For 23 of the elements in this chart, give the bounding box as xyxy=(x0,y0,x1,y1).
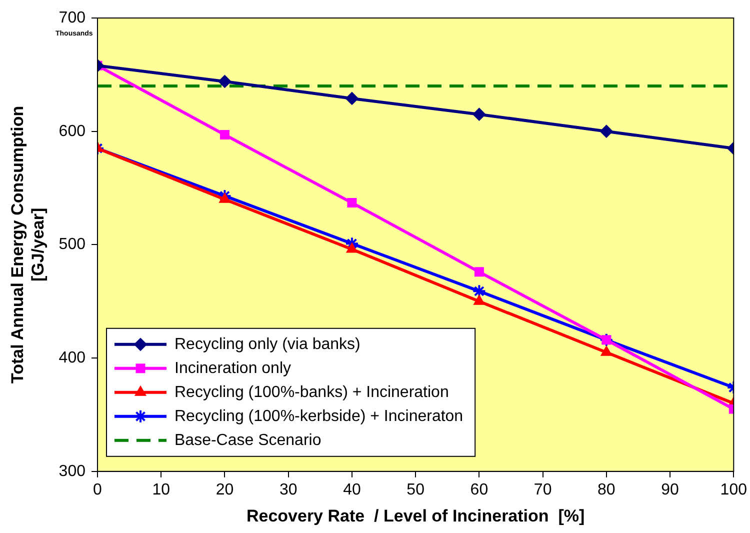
x-tick-label: 0 xyxy=(93,481,102,498)
legend-label: Base-Case Scenario xyxy=(174,432,322,449)
x-tick-label: 100 xyxy=(720,481,748,498)
y-tick-label: 400 xyxy=(58,349,86,366)
x-tick-label: 80 xyxy=(598,481,616,498)
y-tick-label: 300 xyxy=(58,462,86,480)
legend-label: Recycling (100%-kerbside) + Incineraton xyxy=(174,408,464,425)
x-tick-label: 10 xyxy=(152,481,170,498)
x-tick-label: 30 xyxy=(279,481,298,498)
x-tick-label: 60 xyxy=(470,481,488,498)
x-tick-label: 20 xyxy=(216,481,234,498)
legend-label: Incineration only xyxy=(174,360,292,377)
y-axis-title: Total Annual Energy Consumption [GJ/year] xyxy=(8,106,48,384)
y-tick-label: 700 xyxy=(58,9,86,26)
legend-label: Recycling only (via banks) xyxy=(174,336,360,353)
y-tick-label: 600 xyxy=(58,122,86,140)
x-axis-title: Recovery Rate / Level of Incineration [%] xyxy=(246,506,585,526)
y-tick-label: 500 xyxy=(58,236,86,254)
x-tick-label: 50 xyxy=(406,481,425,498)
legend-label: Recycling (100%-banks) + Incineration xyxy=(174,384,449,401)
x-tick-label: 70 xyxy=(534,481,552,498)
x-tick-label: 40 xyxy=(343,481,361,498)
x-tick-label: 90 xyxy=(661,481,680,498)
